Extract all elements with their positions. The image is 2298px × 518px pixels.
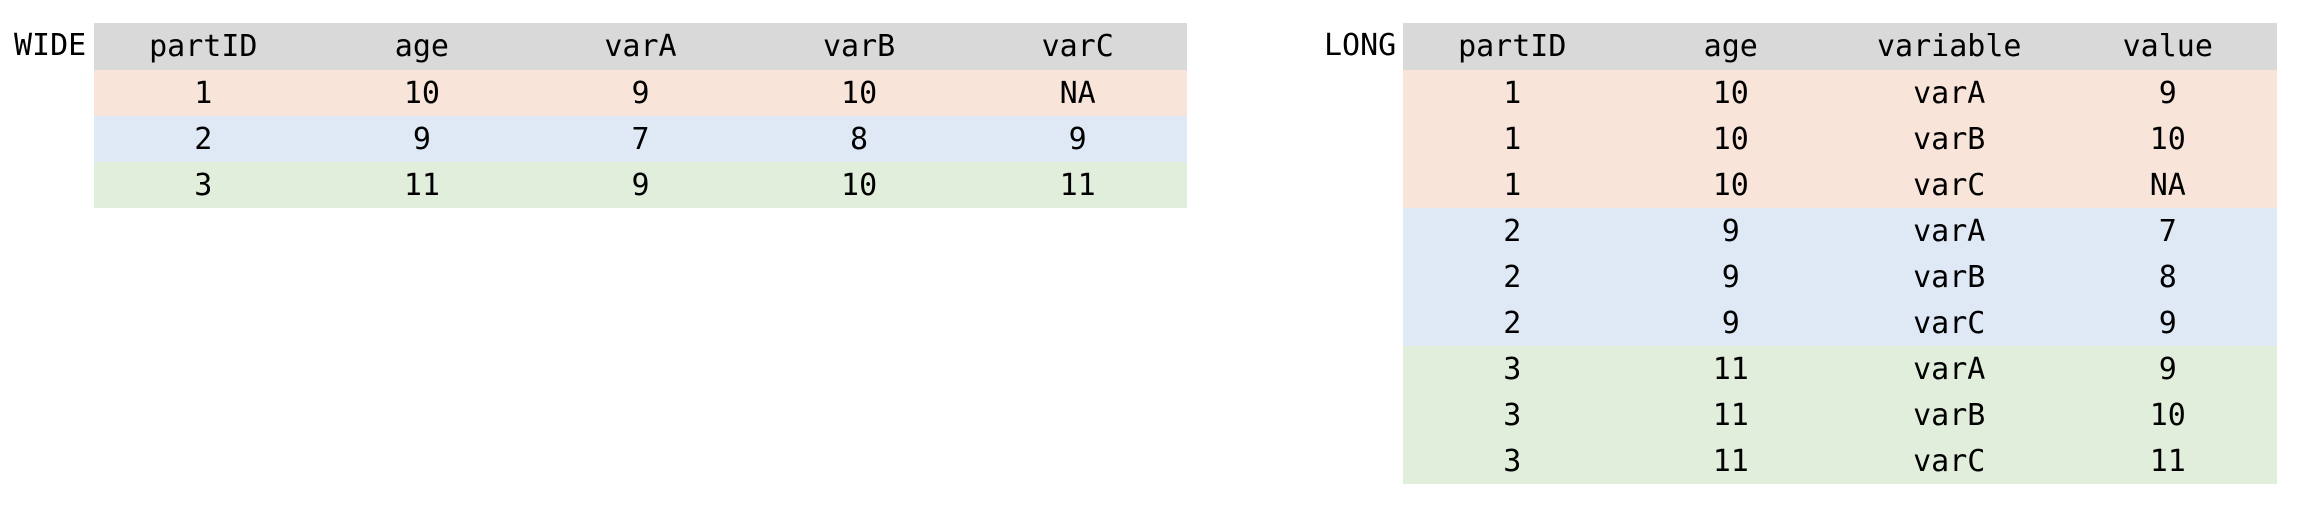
wide-table-cell: 9 — [968, 116, 1187, 162]
long-format-label: LONG — [1324, 28, 1397, 63]
long-table-cell: varB — [1840, 392, 2059, 438]
long-table-cell: 9 — [2058, 300, 2277, 346]
wide-table-row: 1 10 9 10 NA — [94, 70, 1187, 116]
long-table-cell: varA — [1840, 208, 2059, 254]
long-table-row: 3 11 varA 9 — [1403, 346, 2277, 392]
wide-table-cell: 9 — [531, 162, 750, 208]
wide-table-cell: 11 — [968, 162, 1187, 208]
long-table-cell: varC — [1840, 438, 2059, 484]
long-column-header: variable — [1840, 23, 2059, 70]
long-table-cell: varA — [1840, 346, 2059, 392]
wide-format-table: partID age varA varB varC 1 10 9 10 NA 2… — [94, 23, 1187, 208]
long-table-cell: 1 — [1403, 162, 1622, 208]
wide-table-row: 3 11 9 10 11 — [94, 162, 1187, 208]
long-format-table: partID age variable value 1 10 varA 9 1 … — [1403, 23, 2277, 484]
long-table-cell: 9 — [1621, 254, 1840, 300]
long-table-cell: 2 — [1403, 300, 1622, 346]
wide-table-cell: 7 — [531, 116, 750, 162]
wide-table-cell: 2 — [94, 116, 313, 162]
wide-table-cell: 10 — [749, 162, 969, 208]
long-table-row: 2 9 varA 7 — [1403, 208, 2277, 254]
long-table-row: 3 11 varC 11 — [1403, 438, 2277, 484]
wide-format-label: WIDE — [14, 28, 87, 63]
long-table-cell: 1 — [1403, 116, 1622, 162]
long-table-cell: 2 — [1403, 254, 1622, 300]
long-column-header: partID — [1403, 23, 1622, 70]
wide-table-cell: 10 — [312, 70, 532, 116]
wide-table-cell: 9 — [531, 70, 750, 116]
long-table-row: 1 10 varA 9 — [1403, 70, 2277, 116]
long-table-cell: 3 — [1403, 346, 1622, 392]
long-table-cell: varA — [1840, 70, 2059, 116]
wide-table-row: 2 9 7 8 9 — [94, 116, 1187, 162]
long-table-cell: 10 — [2058, 392, 2277, 438]
wide-column-header: varB — [749, 23, 969, 70]
long-table-cell: 10 — [1621, 162, 1840, 208]
long-table-row: 1 10 varB 10 — [1403, 116, 2277, 162]
long-table-cell: 3 — [1403, 438, 1622, 484]
wide-column-header: varA — [531, 23, 750, 70]
wide-table-cell: 10 — [749, 70, 969, 116]
long-table-cell: 10 — [1621, 70, 1840, 116]
wide-column-header: partID — [94, 23, 313, 70]
long-table-cell: 9 — [1621, 208, 1840, 254]
long-table-cell: 9 — [1621, 300, 1840, 346]
long-header-row: partID age variable value — [1403, 23, 2277, 70]
long-table-cell: 11 — [1621, 346, 1840, 392]
long-table-row: 1 10 varC NA — [1403, 162, 2277, 208]
long-table-cell: 11 — [1621, 392, 1840, 438]
long-table-row: 3 11 varB 10 — [1403, 392, 2277, 438]
wide-table-cell: 9 — [312, 116, 532, 162]
wide-table-cell: 1 — [94, 70, 313, 116]
long-table-cell: varC — [1840, 162, 2059, 208]
long-table-cell: 11 — [2058, 438, 2277, 484]
long-table-cell: 7 — [2058, 208, 2277, 254]
wide-table-cell: NA — [968, 70, 1187, 116]
long-table-cell: 10 — [2058, 116, 2277, 162]
wide-column-header: varC — [968, 23, 1187, 70]
wide-table-cell: 3 — [94, 162, 313, 208]
long-table-row: 2 9 varB 8 — [1403, 254, 2277, 300]
long-column-header: age — [1621, 23, 1840, 70]
long-table-cell: varB — [1840, 254, 2059, 300]
long-table-cell: 1 — [1403, 70, 1622, 116]
long-table-cell: 2 — [1403, 208, 1622, 254]
wide-header-row: partID age varA varB varC — [94, 23, 1187, 70]
long-table-row: 2 9 varC 9 — [1403, 300, 2277, 346]
wide-column-header: age — [312, 23, 532, 70]
long-column-header: value — [2058, 23, 2277, 70]
long-table-cell: varB — [1840, 116, 2059, 162]
long-table-cell: 10 — [1621, 116, 1840, 162]
wide-table-cell: 8 — [749, 116, 969, 162]
long-table-cell: 9 — [2058, 70, 2277, 116]
long-table-cell: 8 — [2058, 254, 2277, 300]
long-table-cell: 9 — [2058, 346, 2277, 392]
wide-table-cell: 11 — [312, 162, 532, 208]
long-table-cell: NA — [2058, 162, 2277, 208]
long-table-cell: varC — [1840, 300, 2059, 346]
long-table-cell: 3 — [1403, 392, 1622, 438]
long-table-cell: 11 — [1621, 438, 1840, 484]
